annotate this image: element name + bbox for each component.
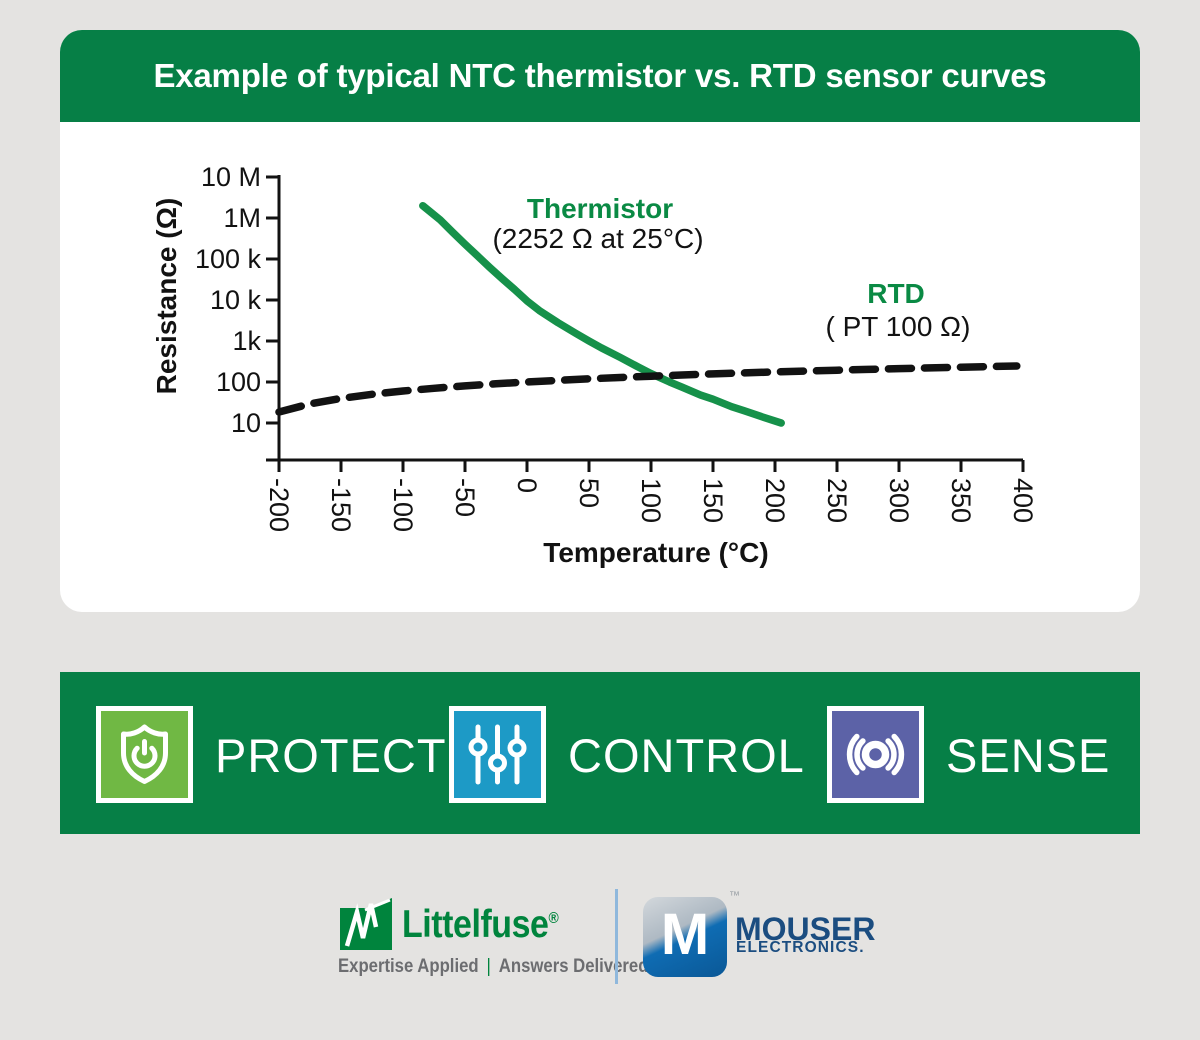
x-axis-tick-label: 150 (698, 478, 728, 523)
mouser-wordmark: MOUSER (735, 911, 876, 947)
rtd-series-label: RTD (867, 278, 925, 309)
x-axis-tick-label: 50 (574, 478, 604, 508)
mouser-trademark: ™ (729, 890, 740, 902)
x-axis-tick-label: -50 (450, 478, 480, 517)
sense-wave (891, 733, 905, 776)
y-axis-tick-label: 100 k (195, 244, 262, 274)
y-axis-tick-label: 10 M (201, 162, 261, 192)
sense-wave (885, 738, 897, 771)
sense-label: SENSE (946, 729, 1111, 782)
chart-header: Example of typical NTC thermistor vs. RT… (60, 30, 1140, 122)
sensor-curves-chart: 10 100 1k 10 k 100 k 1M 10 M -200 -150 -100 -50 0 50… (151, 162, 1038, 568)
mouser-logo-mark: M (643, 897, 727, 977)
shield-outline (121, 724, 168, 784)
control-icon-square (449, 706, 546, 803)
x-axis-title: Temperature (°C) (543, 537, 768, 568)
slider-knob (468, 737, 488, 757)
power-arc (131, 745, 158, 769)
banner-group-protect: PROTECT (96, 706, 447, 803)
littelfuse-wordmark: Littelfuse® (402, 903, 559, 947)
thermistor-series-sublabel: (2252 Ω at 25°C) (492, 223, 703, 254)
thermistor-curve (419, 201, 785, 427)
x-axis-tick-label: -200 (264, 478, 294, 532)
y-axis-tick-label: 10 k (210, 285, 262, 315)
slider-knob (507, 738, 527, 758)
y-axis-title: Resistance (Ω) (151, 198, 182, 395)
littelfuse-name: Littelfuse (402, 903, 549, 946)
y-axis-tick-label: 100 (216, 367, 261, 397)
y-axis-tick-label: 10 (231, 408, 261, 438)
tagline-left: Expertise Applied (338, 956, 479, 977)
x-axis-tick-label: 250 (822, 478, 852, 523)
chart-title: Example of typical NTC thermistor vs. RT… (153, 57, 1047, 94)
mouser-sub-wordmark: ELECTRONICS. (736, 939, 865, 956)
banner-group-sense: SENSE (827, 706, 1110, 803)
littelfuse-lightning-bolt (344, 903, 379, 947)
y-axis-tick-label: 1M (223, 203, 261, 233)
y-axis-tick-label: 1k (232, 326, 261, 356)
shield-power-icon (96, 706, 193, 803)
chart-card: Example of typical NTC thermistor vs. RT… (60, 30, 1140, 612)
tagline-right: Answers Delivered (498, 956, 649, 977)
registered-mark: ® (548, 910, 559, 927)
protect-control-sense-banner: PROTECT CONTROL SENSE (60, 672, 1140, 834)
x-axis-tick-label: 350 (946, 478, 976, 523)
x-axis-tick-label: 100 (636, 478, 666, 523)
control-label: CONTROL (568, 729, 805, 782)
sense-wave (846, 733, 860, 776)
littelfuse-tagline: Expertise Applied | Answers Delivered (338, 956, 648, 978)
x-axis-tick-label: -150 (326, 478, 356, 532)
protect-label: PROTECT (215, 729, 447, 782)
thermistor-series-label: Thermistor (527, 193, 673, 224)
x-axis-tick-label: 300 (884, 478, 914, 523)
sense-icon-square (827, 706, 924, 803)
x-axis-tick-label: 400 (1008, 478, 1038, 523)
littelfuse-logo-mark (340, 898, 392, 950)
rtd-curve (275, 362, 1021, 416)
sense-wave (854, 738, 866, 771)
tagline-divider: | (486, 956, 491, 977)
mouser-monogram: M (660, 902, 710, 967)
x-axis-tick-label: 0 (512, 478, 542, 493)
banner-group-control: CONTROL (449, 706, 805, 803)
footer-logo-divider (615, 889, 618, 984)
x-axis-tick-label: 200 (760, 478, 790, 523)
signal-waves-icon (827, 706, 924, 803)
sliders-icon (449, 706, 546, 803)
rtd-series-sublabel: ( PT 100 Ω) (826, 311, 971, 342)
sense-center-ring (861, 740, 890, 769)
x-axis-tick-label: -100 (388, 478, 418, 532)
slider-knob (488, 753, 507, 773)
